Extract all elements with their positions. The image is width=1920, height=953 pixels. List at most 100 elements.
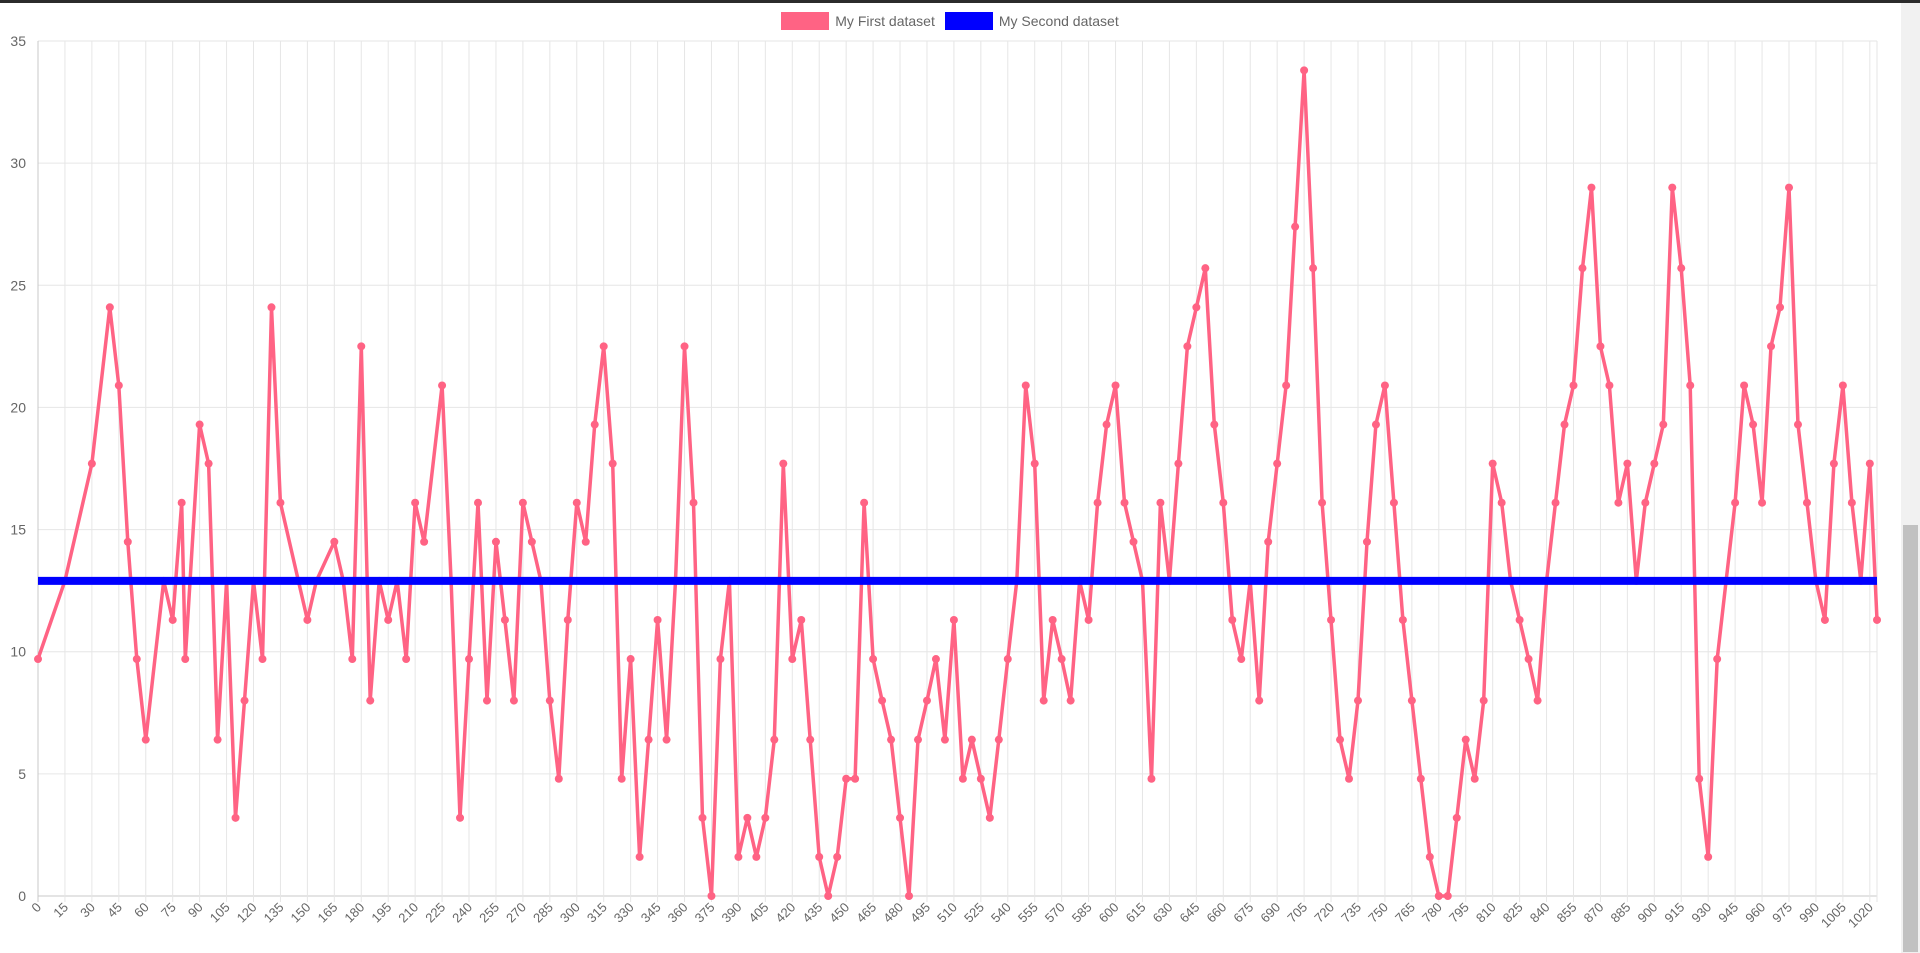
series-first-dataset-point — [788, 655, 797, 664]
series-layer — [34, 66, 1881, 900]
series-first-dataset-point — [87, 459, 96, 468]
series-first-dataset-point — [384, 615, 393, 624]
series-first-dataset-point — [1237, 655, 1246, 664]
x-tick-label: 735 — [1338, 900, 1364, 926]
legend-item-second-dataset[interactable]: My Second dataset — [944, 11, 1119, 31]
series-first-dataset-point — [860, 498, 869, 507]
series-first-dataset-point — [303, 615, 312, 624]
x-tick-label: 420 — [772, 900, 798, 926]
series-first-dataset-point — [1551, 498, 1560, 507]
series-first-dataset-point — [1668, 183, 1677, 192]
series-first-dataset-point — [922, 696, 931, 705]
series-first-dataset-point — [438, 381, 447, 390]
series-first-dataset-point — [123, 537, 132, 546]
series-first-dataset-point — [1650, 459, 1659, 468]
series-first-dataset-point — [1228, 615, 1237, 624]
series-first-dataset-point — [1515, 615, 1524, 624]
series-first-dataset-point — [1111, 381, 1120, 390]
x-tick-label: 285 — [530, 900, 556, 926]
series-first-dataset-point — [1102, 420, 1111, 429]
x-tick-label: 930 — [1688, 900, 1714, 926]
series-first-dataset-point — [1309, 264, 1318, 273]
y-tick-label: 15 — [10, 522, 26, 538]
x-tick-label: 480 — [880, 900, 906, 926]
series-first-dataset-point — [976, 774, 985, 783]
x-tick-label: 960 — [1742, 900, 1768, 926]
series-first-dataset-point — [1201, 264, 1210, 273]
y-tick-label: 35 — [10, 33, 26, 49]
legend-item-first-dataset[interactable]: My First dataset — [781, 11, 935, 31]
series-first-dataset-point — [267, 303, 276, 312]
series-first-dataset-point — [1048, 615, 1057, 624]
series-first-dataset-point — [1345, 774, 1354, 783]
x-tick-label: 720 — [1311, 900, 1337, 926]
series-first-dataset-point — [518, 498, 527, 507]
x-tick-label: 525 — [961, 900, 987, 926]
x-tick-label: 915 — [1661, 900, 1687, 926]
x-tick-label: 615 — [1123, 900, 1149, 926]
series-first-dataset-point — [581, 537, 590, 546]
scrollbar-thumb[interactable] — [1903, 525, 1918, 952]
x-tick-label: 180 — [341, 900, 367, 926]
series-first-dataset-point — [1829, 459, 1838, 468]
x-tick-label: 1005 — [1818, 900, 1849, 931]
x-tick-label: 300 — [557, 900, 583, 926]
series-first-dataset-point — [1596, 342, 1605, 351]
series-first-dataset-point — [1174, 459, 1183, 468]
series-first-dataset-point — [276, 498, 285, 507]
series-first-dataset-point — [195, 420, 204, 429]
x-tick-label: 900 — [1634, 900, 1660, 926]
x-tick-label: 780 — [1419, 900, 1445, 926]
series-first-dataset-point — [752, 852, 761, 861]
series-first-dataset-point — [824, 892, 833, 900]
series-first-dataset-point — [931, 655, 940, 664]
series-first-dataset-point — [1416, 774, 1425, 783]
series-first-dataset-point — [887, 735, 896, 744]
series-first-dataset-point — [141, 735, 150, 744]
series-first-dataset-point — [869, 655, 878, 664]
series-first-dataset-point — [1147, 774, 1156, 783]
series-first-dataset-point — [1767, 342, 1776, 351]
series-first-dataset-point — [554, 774, 563, 783]
x-tick-label: 450 — [826, 900, 852, 926]
series-first-dataset-point — [797, 615, 806, 624]
x-tick-label: 885 — [1608, 900, 1634, 926]
x-tick-label: 0 — [28, 900, 44, 916]
x-tick-label: 690 — [1257, 900, 1283, 926]
series-first-dataset-point — [1425, 852, 1434, 861]
x-tick-label: 465 — [853, 900, 879, 926]
series-first-dataset-point — [34, 655, 42, 664]
series-first-dataset-point — [509, 696, 518, 705]
y-tick-label: 25 — [10, 277, 26, 293]
series-first-dataset-point — [1327, 615, 1336, 624]
x-tick-label: 240 — [449, 900, 475, 926]
x-tick-label: 15 — [50, 900, 71, 921]
x-tick-label: 600 — [1096, 900, 1122, 926]
series-first-dataset-point — [1093, 498, 1102, 507]
x-tick-label: 750 — [1365, 900, 1391, 926]
x-tick-label: 270 — [503, 900, 529, 926]
series-first-dataset-point — [1641, 498, 1650, 507]
series-first-dataset-point — [994, 735, 1003, 744]
series-first-dataset-point — [905, 892, 914, 900]
x-tick-label: 315 — [584, 900, 610, 926]
series-first-dataset-point — [1452, 813, 1461, 822]
series-first-dataset-point — [770, 735, 779, 744]
series-first-dataset-point — [1291, 222, 1300, 231]
series-first-dataset-point — [1614, 498, 1623, 507]
x-tick-label: 225 — [422, 900, 448, 926]
series-first-dataset-point — [1659, 420, 1668, 429]
series-first-dataset-point — [1873, 615, 1881, 624]
x-tick-label: 765 — [1392, 900, 1418, 926]
series-first-dataset-point — [563, 615, 572, 624]
x-tick-label: 45 — [104, 900, 125, 921]
series-first-dataset-point — [967, 735, 976, 744]
line-chart: 0 5 10 15 20 25 30 35 0 15 30 45 60 75 90 105 120 135 150… — [0, 3, 1900, 953]
y-axis: 0 5 10 15 20 25 30 35 — [10, 33, 26, 904]
series-first-dataset-point — [1461, 735, 1470, 744]
x-tick-label: 840 — [1527, 900, 1553, 926]
series-first-dataset-point — [779, 459, 788, 468]
series-first-dataset-point — [1820, 615, 1829, 624]
series-first-dataset-point — [1057, 655, 1066, 664]
series-first-dataset-point — [491, 537, 500, 546]
